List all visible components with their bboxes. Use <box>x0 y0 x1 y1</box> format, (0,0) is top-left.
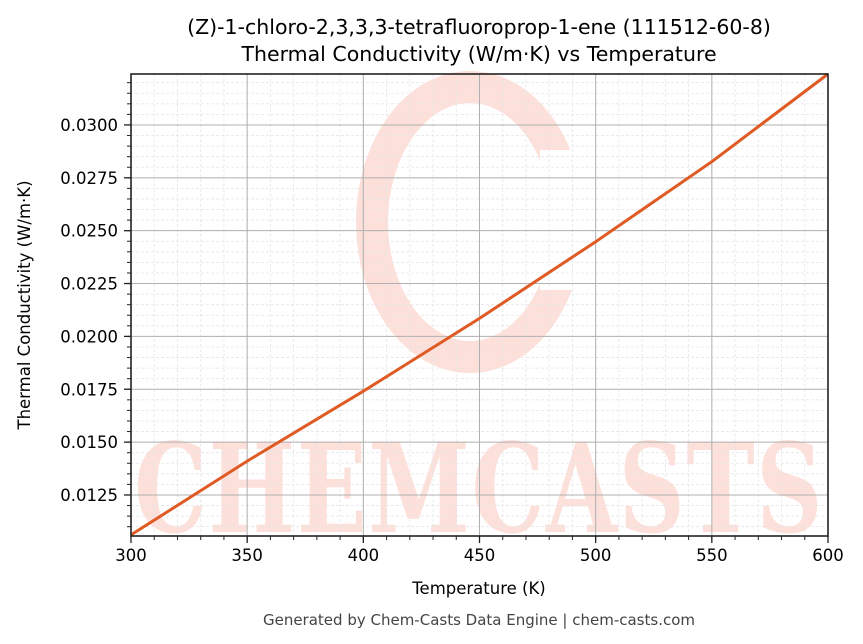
y-tick-label: 0.0125 <box>60 486 118 505</box>
x-axis-label: Temperature (K) <box>411 579 545 598</box>
y-axis-label: Thermal Conductivity (W/m·K) <box>15 180 34 430</box>
x-tick-label: 350 <box>231 546 263 565</box>
y-tick-label: 0.0200 <box>60 327 118 346</box>
x-tick-label: 550 <box>696 546 728 565</box>
chart-subtitle: Thermal Conductivity (W/m·K) vs Temperat… <box>240 42 716 66</box>
chart-title: (Z)-1-chloro-2,3,3,3-tetrafluoroprop-1-e… <box>187 15 771 39</box>
footer-credit: Generated by Chem-Casts Data Engine | ch… <box>263 611 695 629</box>
y-axis: 0.0125 0.0150 0.0175 0.0200 0.0225 0.0250 0.02… <box>60 82 131 528</box>
watermark-logo <box>356 71 600 373</box>
x-tick-label: 400 <box>348 546 380 565</box>
plot-area: CHEMCASTS <box>130 71 829 562</box>
y-tick-label: 0.0175 <box>60 380 118 399</box>
x-tick-label: 600 <box>812 546 844 565</box>
y-tick-label: 0.0150 <box>60 433 118 452</box>
x-tick-label: 500 <box>580 546 612 565</box>
data-line <box>130 72 829 537</box>
x-tick-label: 450 <box>464 546 496 565</box>
x-axis: 300 350 400 450 500 550 600 <box>115 536 844 565</box>
y-tick-label: 0.0225 <box>60 275 118 294</box>
x-tick-label: 300 <box>115 546 147 565</box>
y-tick-label: 0.0250 <box>60 222 118 241</box>
y-tick-label: 0.0275 <box>60 169 118 188</box>
watermark-text: CHEMCASTS <box>134 417 824 562</box>
y-tick-label: 0.0300 <box>60 116 118 135</box>
